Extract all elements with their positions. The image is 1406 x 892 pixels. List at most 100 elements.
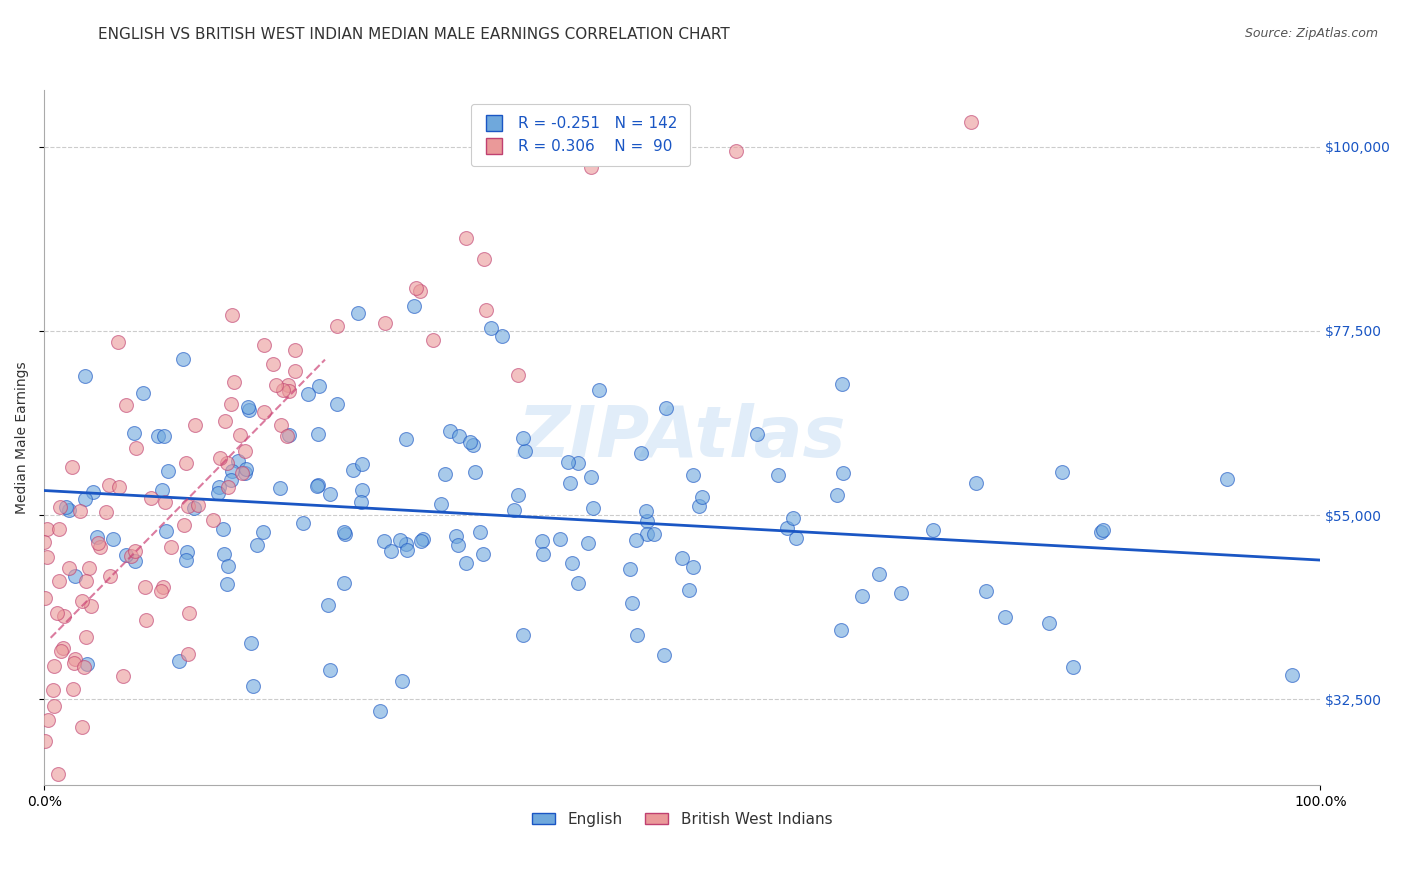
- Point: [388, 533, 411, 548]
- Point: [447, 538, 470, 552]
- Point: [449, 428, 471, 442]
- Point: [889, 586, 911, 600]
- Point: [187, 498, 209, 512]
- Point: [120, 549, 142, 563]
- Point: [252, 524, 274, 539]
- Point: [150, 584, 173, 599]
- Point: [49, 500, 72, 514]
- Point: [277, 384, 299, 398]
- Point: [221, 464, 243, 478]
- Point: [124, 425, 146, 440]
- Point: [224, 376, 246, 390]
- Point: [412, 533, 434, 547]
- Point: [636, 514, 658, 528]
- Point: [48, 522, 70, 536]
- Point: [579, 160, 602, 174]
- Point: [316, 598, 339, 612]
- Point: [297, 386, 319, 401]
- Point: [37, 523, 59, 537]
- Point: [173, 518, 195, 533]
- Point: [253, 405, 276, 419]
- Point: [474, 302, 496, 317]
- Point: [177, 648, 200, 662]
- Point: [332, 575, 354, 590]
- Point: [134, 580, 156, 594]
- Point: [217, 480, 239, 494]
- Point: [270, 417, 292, 432]
- Point: [326, 318, 349, 333]
- Point: [405, 281, 427, 295]
- Point: [246, 538, 269, 552]
- Point: [576, 535, 599, 549]
- Point: [124, 554, 146, 568]
- Point: [352, 458, 374, 472]
- Point: [284, 364, 307, 378]
- Point: [37, 549, 59, 564]
- Point: [1038, 616, 1060, 631]
- Point: [271, 383, 294, 397]
- Point: [461, 438, 484, 452]
- Point: [630, 446, 652, 460]
- Point: [208, 480, 231, 494]
- Point: [458, 435, 481, 450]
- Point: [253, 338, 276, 352]
- Point: [307, 427, 329, 442]
- Point: [215, 456, 238, 470]
- Point: [211, 522, 233, 536]
- Point: [42, 658, 65, 673]
- Point: [471, 547, 494, 561]
- Point: [464, 465, 486, 479]
- Point: [70, 720, 93, 734]
- Point: [1092, 523, 1115, 537]
- Point: [682, 468, 704, 483]
- Point: [557, 454, 579, 468]
- Point: [214, 414, 236, 428]
- Point: [94, 505, 117, 519]
- Point: [177, 500, 200, 514]
- Point: [37, 714, 59, 728]
- Point: [690, 490, 713, 504]
- Point: [58, 561, 80, 575]
- Point: [219, 473, 242, 487]
- Point: [174, 553, 197, 567]
- Point: [785, 531, 807, 545]
- Point: [231, 467, 253, 481]
- Point: [42, 698, 65, 713]
- Point: [319, 487, 342, 501]
- Point: [620, 596, 643, 610]
- Point: [307, 478, 329, 492]
- Point: [1050, 465, 1073, 479]
- Point: [208, 451, 231, 466]
- Point: [374, 316, 396, 330]
- Point: [34, 591, 56, 605]
- Point: [671, 551, 693, 566]
- Point: [472, 252, 495, 267]
- Point: [276, 429, 298, 443]
- Point: [654, 401, 676, 415]
- Point: [75, 630, 97, 644]
- Point: [238, 400, 260, 414]
- Point: [567, 576, 589, 591]
- Point: [183, 500, 205, 515]
- Point: [434, 467, 457, 481]
- Point: [62, 681, 84, 696]
- Point: [49, 643, 72, 657]
- Point: [479, 321, 502, 335]
- Point: [308, 379, 330, 393]
- Point: [284, 343, 307, 357]
- Point: [86, 530, 108, 544]
- Point: [69, 504, 91, 518]
- Point: [242, 679, 264, 693]
- Point: [112, 669, 135, 683]
- Point: [132, 386, 155, 401]
- Point: [512, 431, 534, 445]
- Point: [776, 520, 799, 534]
- Point: [513, 444, 536, 458]
- Point: [159, 541, 181, 555]
- Point: [411, 534, 433, 549]
- Point: [832, 466, 855, 480]
- Y-axis label: Median Male Earnings: Median Male Earnings: [15, 361, 30, 514]
- Point: [558, 476, 581, 491]
- Point: [766, 467, 789, 482]
- Point: [444, 529, 467, 543]
